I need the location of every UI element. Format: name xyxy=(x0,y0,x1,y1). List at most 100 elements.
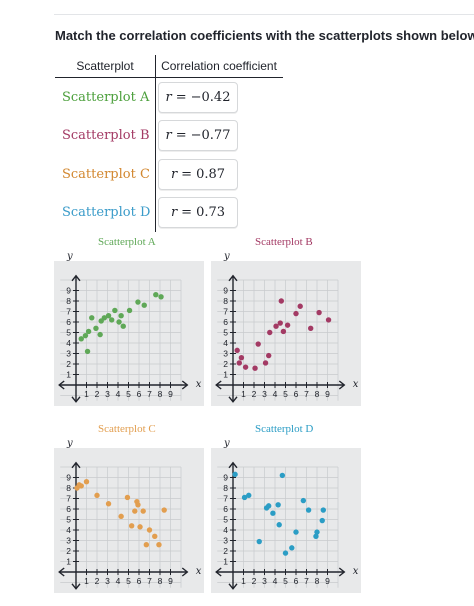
header-scatterplot: Scatterplot xyxy=(55,55,156,78)
x-tick-label: 7 xyxy=(304,576,309,586)
table-row: Scatterplot C r = 0.87 xyxy=(55,155,283,194)
coefficient-tile[interactable]: r = −0.77 xyxy=(158,120,238,152)
x-tick-label: 7 xyxy=(304,389,309,399)
row-label-scatterplot-d: Scatterplot D xyxy=(55,193,156,232)
x-tick-label: 1 xyxy=(241,576,246,586)
x-tick-label: 8 xyxy=(158,576,163,586)
data-point xyxy=(276,522,282,528)
data-point xyxy=(262,360,269,366)
x-tick-label: 6 xyxy=(137,389,142,399)
x-tick-label: 6 xyxy=(137,576,142,586)
coefficient-tile[interactable]: r = 0.87 xyxy=(158,158,238,190)
x-axis-label: x xyxy=(196,379,202,390)
coefficient-tile[interactable]: r = −0.42 xyxy=(158,81,238,113)
data-point xyxy=(297,303,303,309)
coefficient-slot-c[interactable]: r = 0.87 xyxy=(155,155,283,194)
data-point xyxy=(105,501,112,507)
y-tick-label: 6 xyxy=(66,317,71,327)
plot-background xyxy=(211,261,361,406)
data-point xyxy=(105,313,112,319)
data-point xyxy=(101,315,108,321)
tile-value: 0.87 xyxy=(196,166,226,182)
y-axis-arrow xyxy=(71,461,81,469)
scatterplot-d-title: Scatterplot D xyxy=(255,423,314,435)
x-tick-label: 5 xyxy=(283,576,288,586)
table-row: Scatterplot B r = −0.77 xyxy=(55,116,283,155)
tile-equals: = xyxy=(181,205,193,221)
x-tick-label: 1 xyxy=(84,389,89,399)
x-tick-label: 4 xyxy=(273,576,278,586)
y-axis-arrow xyxy=(228,583,238,590)
x-axis-label: x xyxy=(353,379,359,390)
data-point xyxy=(124,494,131,501)
y-tick-label: 1 xyxy=(223,557,228,567)
coefficient-slot-a[interactable]: r = −0.42 xyxy=(155,77,283,117)
data-point xyxy=(273,323,279,329)
y-tick-label: 3 xyxy=(66,349,71,359)
y-tick-label: 4 xyxy=(66,338,71,348)
x-tick-label: 8 xyxy=(315,389,320,399)
y-tick-label: 3 xyxy=(66,536,71,546)
coefficient-slot-d[interactable]: r = 0.73 xyxy=(155,193,283,232)
data-point xyxy=(325,317,332,323)
data-point xyxy=(232,471,238,478)
x-axis-arrow xyxy=(58,380,65,390)
data-point xyxy=(270,510,276,516)
y-tick-label: 7 xyxy=(223,494,228,504)
data-point xyxy=(320,507,326,513)
x-axis-arrow xyxy=(181,567,189,577)
y-tick-label: 4 xyxy=(66,525,71,535)
data-point xyxy=(293,529,299,535)
row-label-scatterplot-c: Scatterplot C xyxy=(55,155,156,194)
data-point xyxy=(289,545,295,551)
data-point xyxy=(85,328,92,335)
data-point xyxy=(89,315,95,321)
data-point xyxy=(93,325,99,331)
data-point xyxy=(143,542,150,548)
data-point xyxy=(153,292,159,298)
y-tick-label: 7 xyxy=(66,307,71,317)
y-tick-label: 5 xyxy=(66,328,71,338)
x-tick-label: 3 xyxy=(105,576,110,586)
data-point xyxy=(319,517,325,524)
matching-table: Scatterplot Correlation coefficient Scat… xyxy=(55,55,283,232)
x-tick-label: 8 xyxy=(158,389,163,399)
y-axis-arrow xyxy=(228,461,238,469)
data-point xyxy=(78,336,84,342)
tile-variable: r xyxy=(170,205,178,221)
coefficient-slot-b[interactable]: r = −0.77 xyxy=(155,116,283,155)
y-tick-label: 9 xyxy=(223,473,228,483)
x-tick-label: 2 xyxy=(95,576,100,586)
x-tick-label: 3 xyxy=(262,389,267,399)
data-point xyxy=(109,317,115,323)
y-tick-label: 5 xyxy=(223,515,228,525)
data-point xyxy=(94,492,100,499)
y-tick-label: 9 xyxy=(223,286,228,296)
y-tick-label: 1 xyxy=(223,370,228,380)
plot-background xyxy=(54,448,204,593)
data-point xyxy=(116,319,122,325)
data-point xyxy=(141,302,147,308)
data-point xyxy=(313,533,319,539)
coefficient-tile[interactable]: r = 0.73 xyxy=(158,197,238,229)
data-point xyxy=(135,502,141,508)
x-tick-label: 1 xyxy=(241,389,246,399)
x-tick-label: 8 xyxy=(315,576,320,586)
y-tick-label: 5 xyxy=(223,328,228,338)
data-point xyxy=(126,307,133,314)
x-tick-label: 9 xyxy=(325,389,330,399)
y-axis-arrow xyxy=(71,396,81,403)
data-point xyxy=(308,325,314,331)
data-point xyxy=(118,313,124,319)
data-point xyxy=(279,472,286,479)
y-tick-label: 3 xyxy=(223,349,228,359)
data-point xyxy=(118,513,124,520)
data-point xyxy=(236,360,242,366)
data-point xyxy=(84,348,91,355)
x-tick-label: 1 xyxy=(84,576,89,586)
tile-value: −0.77 xyxy=(190,128,231,144)
data-point xyxy=(112,307,118,314)
data-point xyxy=(256,538,262,545)
